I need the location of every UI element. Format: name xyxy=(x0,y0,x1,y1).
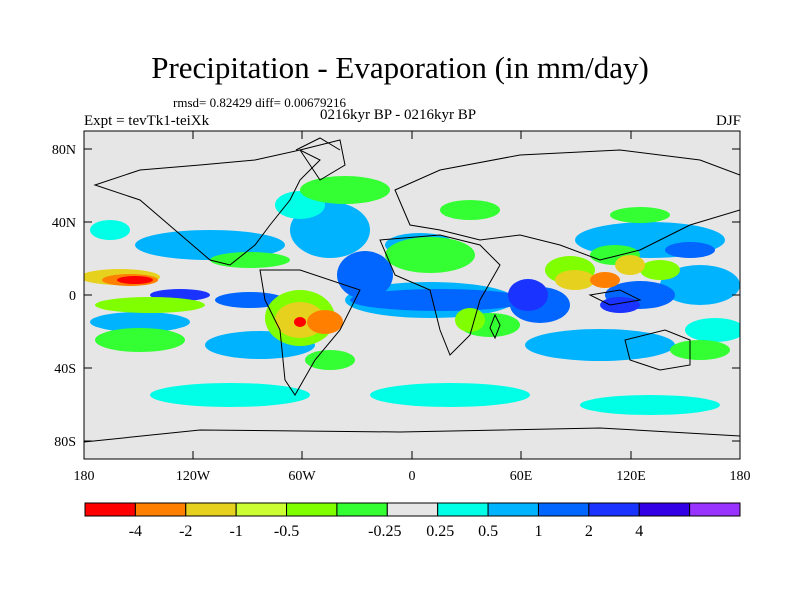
lat-tick-label: 80N xyxy=(52,143,76,158)
colorbar-swatch xyxy=(537,502,590,517)
lat-tick-label: 80S xyxy=(54,435,76,450)
colorbar-swatch xyxy=(588,502,640,517)
lat-tick-label: 40N xyxy=(52,216,76,231)
experiment-label: Expt = tevTk1-teiXk xyxy=(84,113,210,129)
colorbar: -4 -2 -1 -0.5 -0.25 0.25 0.5 1 2 4 xyxy=(84,502,741,540)
colorbar-swatch xyxy=(134,502,187,517)
lat-tick-label: 0 xyxy=(69,289,76,304)
lat-tick-label: 40S xyxy=(54,362,76,377)
lon-tick-label: 60E xyxy=(510,469,533,484)
colorbar-swatch xyxy=(487,502,539,517)
colorbar-label: -0.25 xyxy=(368,523,401,540)
lon-tick-label: 120E xyxy=(616,469,646,484)
colorbar-label: 1 xyxy=(534,523,542,540)
coastlines xyxy=(84,137,740,443)
colorbar-swatch xyxy=(638,502,691,517)
season-label: DJF xyxy=(715,113,741,129)
colorbar-swatch xyxy=(235,502,288,517)
colorbar-label: -4 xyxy=(129,523,142,540)
stats-line: rmsd= 0.82429 diff= 0.00679216 xyxy=(173,95,346,110)
colorbar-swatch xyxy=(185,502,237,517)
colorbar-swatch xyxy=(336,502,388,517)
lon-tick-label: 180 xyxy=(730,469,751,484)
colorbar-label: -2 xyxy=(179,523,192,540)
colorbar-label: 0.5 xyxy=(478,523,498,540)
colorbar-swatch xyxy=(286,502,338,517)
colorbar-label: 2 xyxy=(585,523,593,540)
colorbar-swatch xyxy=(386,502,439,517)
colorbar-label: 0.25 xyxy=(426,523,454,540)
lon-tick-label: 0 xyxy=(409,469,416,484)
colorbar-label: -0.5 xyxy=(274,523,299,540)
colorbar-label: 4 xyxy=(635,523,643,540)
lon-tick-label: 180 xyxy=(74,469,95,484)
colorbar-swatch xyxy=(84,502,136,517)
lon-tick-label: 60W xyxy=(288,469,316,484)
map-title: Precipitation - Evaporation (in mm/day) xyxy=(151,50,649,85)
map-plot-area xyxy=(84,131,740,459)
period-label: 0216kyr BP - 0216kyr BP xyxy=(320,107,477,123)
colorbar-swatch xyxy=(437,502,489,517)
lat-axis: 80N 40N 0 40S 80S xyxy=(52,143,740,450)
colorbar-swatch xyxy=(689,502,741,517)
colorbar-label: -1 xyxy=(229,523,242,540)
lon-tick-label: 120W xyxy=(176,469,211,484)
lon-axis: 180 120W 60W 0 60E 120E 180 xyxy=(74,131,751,484)
